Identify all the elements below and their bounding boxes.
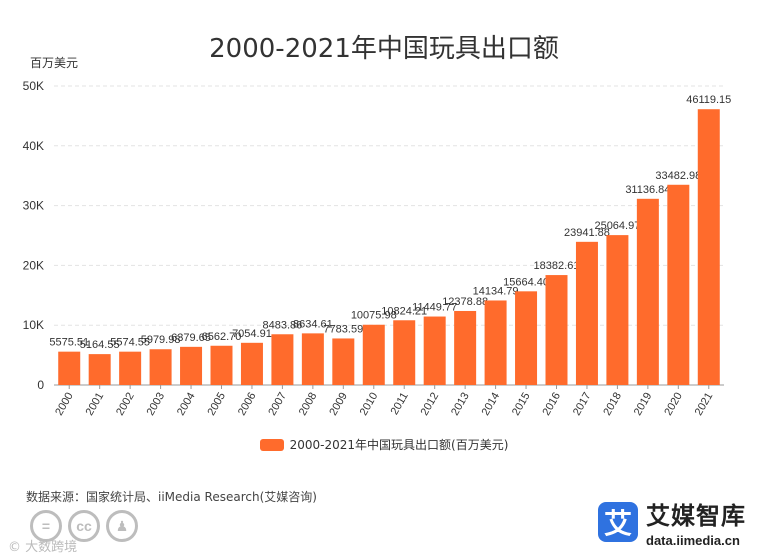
bar <box>58 351 81 385</box>
brand-mark-icon: 艾 <box>598 502 638 542</box>
x-tick-label: 2008 <box>297 391 320 418</box>
bar <box>88 354 111 385</box>
data-label: 18382.61 <box>534 260 580 272</box>
data-label: 33482.98 <box>655 170 701 182</box>
cc-icon: cc <box>68 510 100 542</box>
legend-label: 2000-2021年中国玩具出口额(百万美元) <box>289 438 509 452</box>
y-tick-label: 20K <box>23 258 44 272</box>
data-source-note: 数据来源：国家统计局、iiMedia Research(艾媒咨询) <box>26 490 317 504</box>
bar <box>515 291 538 385</box>
y-tick-label: 40K <box>23 139 44 153</box>
bar <box>697 109 720 385</box>
data-label: 15664.40 <box>503 276 549 288</box>
data-label: 6379.65 <box>171 332 211 344</box>
equal-icon: = <box>30 510 62 542</box>
bar <box>454 310 477 385</box>
x-tick-label: 2000 <box>53 391 76 418</box>
bar <box>240 342 263 385</box>
bar <box>636 198 659 385</box>
watermark: © 大数跨境 <box>8 540 78 555</box>
data-label: 12378.88 <box>442 296 488 308</box>
brand-url: data.iimedia.cn <box>646 533 740 548</box>
y-tick-label: 30K <box>23 199 44 213</box>
data-label: 5164.55 <box>80 339 120 351</box>
bar <box>149 349 172 385</box>
brand-name: 艾媒智库 <box>646 502 746 530</box>
x-tick-label: 2011 <box>389 391 411 417</box>
x-tick-label: 2019 <box>632 391 655 418</box>
data-label: 14134.79 <box>473 285 519 297</box>
bar <box>575 241 598 385</box>
x-tick-label: 2020 <box>662 391 685 418</box>
cc-license-icons: = cc ♟ <box>30 510 138 542</box>
x-tick-label: 2014 <box>480 391 503 418</box>
x-tick-label: 2009 <box>327 391 350 418</box>
x-tick-label: 2018 <box>601 391 624 418</box>
x-tick-label: 2013 <box>449 391 472 418</box>
data-label: 10824.21 <box>381 305 427 317</box>
data-label: 5575.51 <box>49 337 89 349</box>
y-axis-unit-label: 百万美元 <box>30 56 79 70</box>
data-label: 8483.86 <box>263 319 303 331</box>
x-tick-label: 2005 <box>205 391 228 418</box>
data-label: 6562.70 <box>202 331 242 343</box>
data-label: 10075.98 <box>351 310 397 322</box>
bar <box>119 351 142 385</box>
bar <box>180 346 203 385</box>
x-tick-label: 2016 <box>540 391 563 418</box>
bar <box>545 275 568 385</box>
data-label: 5574.55 <box>110 337 150 349</box>
data-label: 11449.77 <box>412 302 457 314</box>
bar <box>362 324 385 385</box>
brand-logo: 艾 艾媒智库 data.iimedia.cn <box>598 496 746 548</box>
x-tick-label: 2017 <box>571 391 594 418</box>
data-label: 7783.59 <box>323 323 363 335</box>
bar <box>301 333 324 385</box>
x-tick-label: 2006 <box>236 391 259 418</box>
person-icon: ♟ <box>106 510 138 542</box>
y-tick-label: 10K <box>23 318 44 332</box>
bar <box>423 316 446 385</box>
bar-chart: 0 10K 20K 30K 40K 50K 5575.51 2000 5164.55 2001 55… <box>23 79 732 418</box>
x-tick-label: 2010 <box>358 391 381 418</box>
x-tick-label: 2001 <box>84 391 107 418</box>
chart-legend[interactable]: 2000-2021年中国玩具出口额(百万美元) <box>0 436 768 453</box>
bar <box>484 300 507 385</box>
data-label: 46119.15 <box>686 94 731 106</box>
chart-title: 2000-2021年中国玩具出口额 <box>209 34 559 64</box>
x-tick-label: 2002 <box>114 391 137 418</box>
x-tick-label: 2007 <box>266 391 289 418</box>
data-label: 7054.91 <box>232 328 272 340</box>
y-tick-label: 50K <box>23 79 44 93</box>
x-tick-label: 2003 <box>145 391 168 418</box>
x-tick-label: 2012 <box>419 391 442 418</box>
data-label: 5979.98 <box>141 334 181 346</box>
y-tick-label: 0 <box>37 378 44 392</box>
data-label: 8634.61 <box>293 318 333 330</box>
legend-swatch <box>259 439 284 451</box>
data-label: 31136.84 <box>625 184 670 196</box>
x-tick-label: 2015 <box>510 391 533 418</box>
x-tick-label: 2004 <box>175 391 198 418</box>
bar <box>606 235 629 385</box>
x-tick-label: 2021 <box>693 391 716 418</box>
data-label: 23941.88 <box>564 227 610 239</box>
data-label: 25064.97 <box>594 220 640 232</box>
bar <box>210 345 233 385</box>
bar <box>332 338 355 385</box>
bar <box>271 334 294 385</box>
bar <box>667 184 690 385</box>
bar <box>393 320 416 385</box>
